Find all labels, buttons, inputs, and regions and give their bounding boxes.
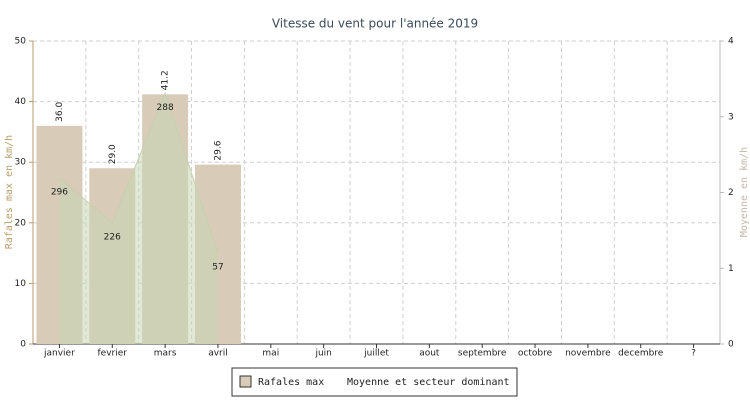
y2-tick-label: 2 [728,188,734,198]
y2-tick-label: 0 [728,340,734,350]
legend-label: Moyenne et secteur dominant [347,377,510,388]
y2-tick-label: 1 [728,264,734,274]
x-tick-label: juin [314,349,331,359]
x-tick-label: juillet [363,349,389,359]
bar-value-label: 41.2 [161,70,171,90]
x-tick-label: septembre [458,349,507,359]
bar-value-label: 36.0 [55,102,65,122]
x-tick-label: octobre [518,349,553,359]
sector-label: 296 [51,188,68,198]
y-tick-label: 50 [15,37,27,47]
y-tick-label: 30 [15,158,27,168]
x-tick-label: mars [154,349,177,359]
y-axis-label: Rafales max en km/h [4,135,15,249]
x-tick-label: decembre [618,349,664,359]
area [59,93,218,344]
x-tick-label: ? [691,349,696,359]
y-tick-label: 10 [15,279,27,289]
bar-value-label: 29.6 [213,140,223,160]
y2-axis-label: Moyenne en km/h [739,147,750,237]
y-tick-label: 40 [15,97,27,107]
x-tick-label: fevrier [98,349,128,359]
chart-title: Vitesse du vent pour l'année 2019 [272,17,478,31]
x-tick-label: novembre [565,349,611,359]
x-tick-label: mai [262,349,279,359]
sector-label: 226 [104,232,121,242]
bar-value-label: 29.0 [108,144,118,164]
legend-box [231,367,518,397]
legend-label: Rafales max [258,377,324,388]
sector-label: 57 [212,263,223,273]
x-tick-label: janvier [43,349,75,359]
line [59,91,219,254]
y-tick-label: 20 [15,218,27,228]
y2-tick-label: 4 [728,37,734,47]
y-tick-label: 0 [20,340,26,350]
x-tick-label: avril [208,349,228,359]
legend-swatch [239,375,252,388]
y2-tick-label: 3 [728,112,734,122]
sector-label: 288 [157,103,174,113]
x-tick-label: aout [419,349,440,359]
